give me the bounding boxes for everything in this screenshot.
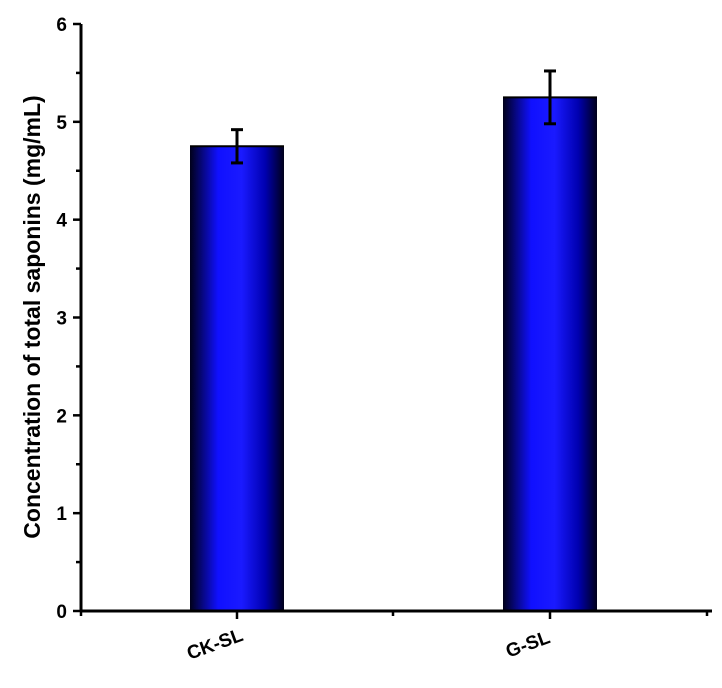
axes-layer — [73, 22, 712, 619]
y-tick-label: 0 — [56, 602, 67, 623]
y-tick-label: 4 — [56, 211, 67, 232]
y-tick-label: 2 — [56, 406, 67, 427]
bar-ck-sl — [190, 146, 284, 611]
y-tick-label: 1 — [56, 504, 67, 525]
error-bars-layer — [231, 69, 556, 165]
error-bar-ck-sl — [231, 128, 243, 165]
y-tick-label: 5 — [56, 113, 67, 134]
x-tick-label-ck-sl: CK-SL — [184, 625, 246, 665]
x-tick-label-g-sl: G-SL — [503, 627, 553, 662]
y-tick-label: 3 — [56, 309, 67, 330]
bars-layer — [190, 96, 597, 611]
bar-g-sl — [503, 97, 597, 611]
labels-layer: CK-SL G-SL 0 1 2 3 4 5 6 — [56, 15, 553, 665]
y-axis-title: Concentration of total saponins (mg/mL) — [19, 95, 45, 538]
y-tick-label: 6 — [56, 15, 67, 36]
error-bar-g-sl — [544, 69, 556, 126]
